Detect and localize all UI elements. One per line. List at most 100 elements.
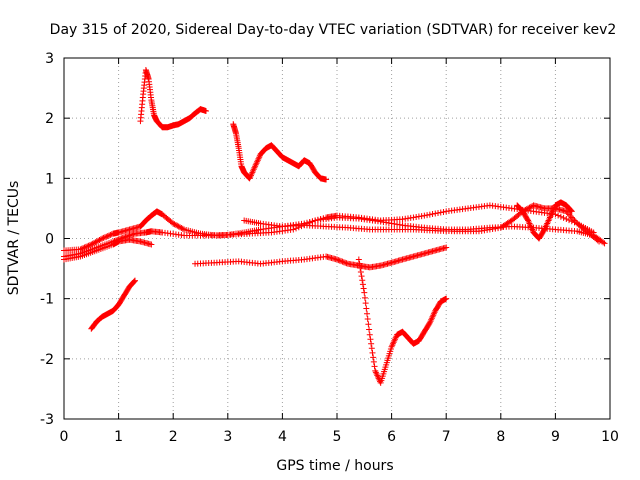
data-point — [335, 257, 342, 264]
data-point — [555, 212, 562, 219]
data-point — [363, 305, 370, 312]
data-point — [571, 219, 578, 226]
data-point — [601, 240, 608, 247]
data-point — [361, 289, 368, 296]
x-tick-label: 6 — [387, 429, 396, 445]
data-point — [97, 236, 104, 243]
data-point — [524, 216, 531, 223]
data-point — [306, 218, 313, 225]
data-point — [424, 212, 431, 219]
series-track-e — [137, 67, 209, 131]
data-point — [359, 281, 366, 288]
x-tick-label: 10 — [601, 429, 619, 445]
series-track-j — [514, 199, 575, 242]
data-point — [367, 336, 374, 343]
series-track-i — [355, 256, 450, 386]
data-point — [340, 259, 347, 266]
data-point — [568, 218, 575, 225]
x-tick-label: 3 — [223, 429, 232, 445]
grid-lines — [64, 58, 610, 419]
data-point — [368, 345, 375, 352]
data-point — [563, 215, 570, 222]
y-tick-label: 1 — [45, 171, 54, 187]
data-point — [366, 331, 373, 338]
data-point — [101, 234, 108, 241]
data-point — [317, 215, 324, 222]
y-tick-label: 3 — [45, 51, 54, 67]
data-point — [357, 264, 364, 271]
data-point — [365, 321, 372, 328]
data-point — [369, 349, 376, 356]
x-tick-label: 9 — [551, 429, 560, 445]
data-point — [370, 358, 377, 365]
data-point — [314, 216, 321, 223]
x-tick-label: 2 — [169, 429, 178, 445]
data-point — [323, 176, 330, 183]
data-point — [540, 227, 547, 234]
y-axis-label: SDTVAR / TECUs — [6, 181, 22, 296]
data-point — [421, 212, 428, 219]
data-point — [437, 209, 444, 216]
data-point — [370, 354, 377, 361]
data-point — [355, 256, 362, 263]
data-point — [312, 217, 319, 224]
plot-frame — [63, 57, 611, 420]
data-point — [179, 225, 186, 232]
data-point — [426, 211, 433, 218]
series-track-f — [230, 121, 330, 183]
data-point — [443, 244, 450, 251]
data-point — [432, 210, 439, 217]
data-point — [356, 260, 363, 267]
data-point — [364, 310, 371, 317]
data-point — [371, 363, 378, 370]
data-point — [600, 239, 607, 246]
data-point — [426, 320, 433, 327]
data-point — [99, 235, 106, 242]
data-point — [590, 229, 597, 236]
data-point — [104, 233, 111, 240]
series-track-g — [192, 244, 450, 271]
data-point — [100, 234, 107, 241]
data-point — [342, 259, 349, 266]
data-point — [131, 277, 138, 284]
y-tick-label: -1 — [40, 292, 54, 308]
x-tick-label: 5 — [333, 429, 342, 445]
series-track-c — [61, 236, 155, 263]
data-point — [429, 211, 436, 218]
y-tick-label: 2 — [45, 111, 54, 127]
series-track-h — [241, 202, 597, 236]
series-track-d — [88, 277, 138, 332]
data-point — [557, 213, 564, 220]
data-point — [440, 208, 447, 215]
data-point — [435, 210, 442, 217]
data-point — [80, 245, 87, 252]
data-point — [301, 220, 308, 227]
data-point — [202, 107, 209, 114]
data-point — [568, 207, 575, 214]
y-tick-label: -2 — [40, 352, 54, 368]
data-point — [361, 294, 368, 301]
data-point — [339, 258, 346, 265]
data-point — [86, 242, 93, 249]
x-tick-label: 4 — [278, 429, 287, 445]
data-point — [368, 340, 375, 347]
x-tick-label: 8 — [496, 429, 505, 445]
x-axis-label: GPS time / hours — [276, 458, 393, 474]
data-point — [131, 278, 138, 285]
data-point — [78, 245, 85, 252]
data-point — [82, 243, 89, 250]
data-points — [61, 67, 608, 386]
data-point — [366, 326, 373, 333]
data-point — [566, 217, 573, 224]
data-point — [362, 300, 369, 307]
data-point — [336, 257, 343, 264]
data-point — [443, 295, 450, 302]
data-point — [334, 256, 340, 263]
data-point — [343, 260, 350, 267]
data-point — [107, 231, 114, 238]
data-point — [364, 315, 371, 322]
data-point — [567, 212, 574, 219]
x-tick-label: 0 — [60, 429, 69, 445]
x-tick-label: 7 — [442, 429, 451, 445]
